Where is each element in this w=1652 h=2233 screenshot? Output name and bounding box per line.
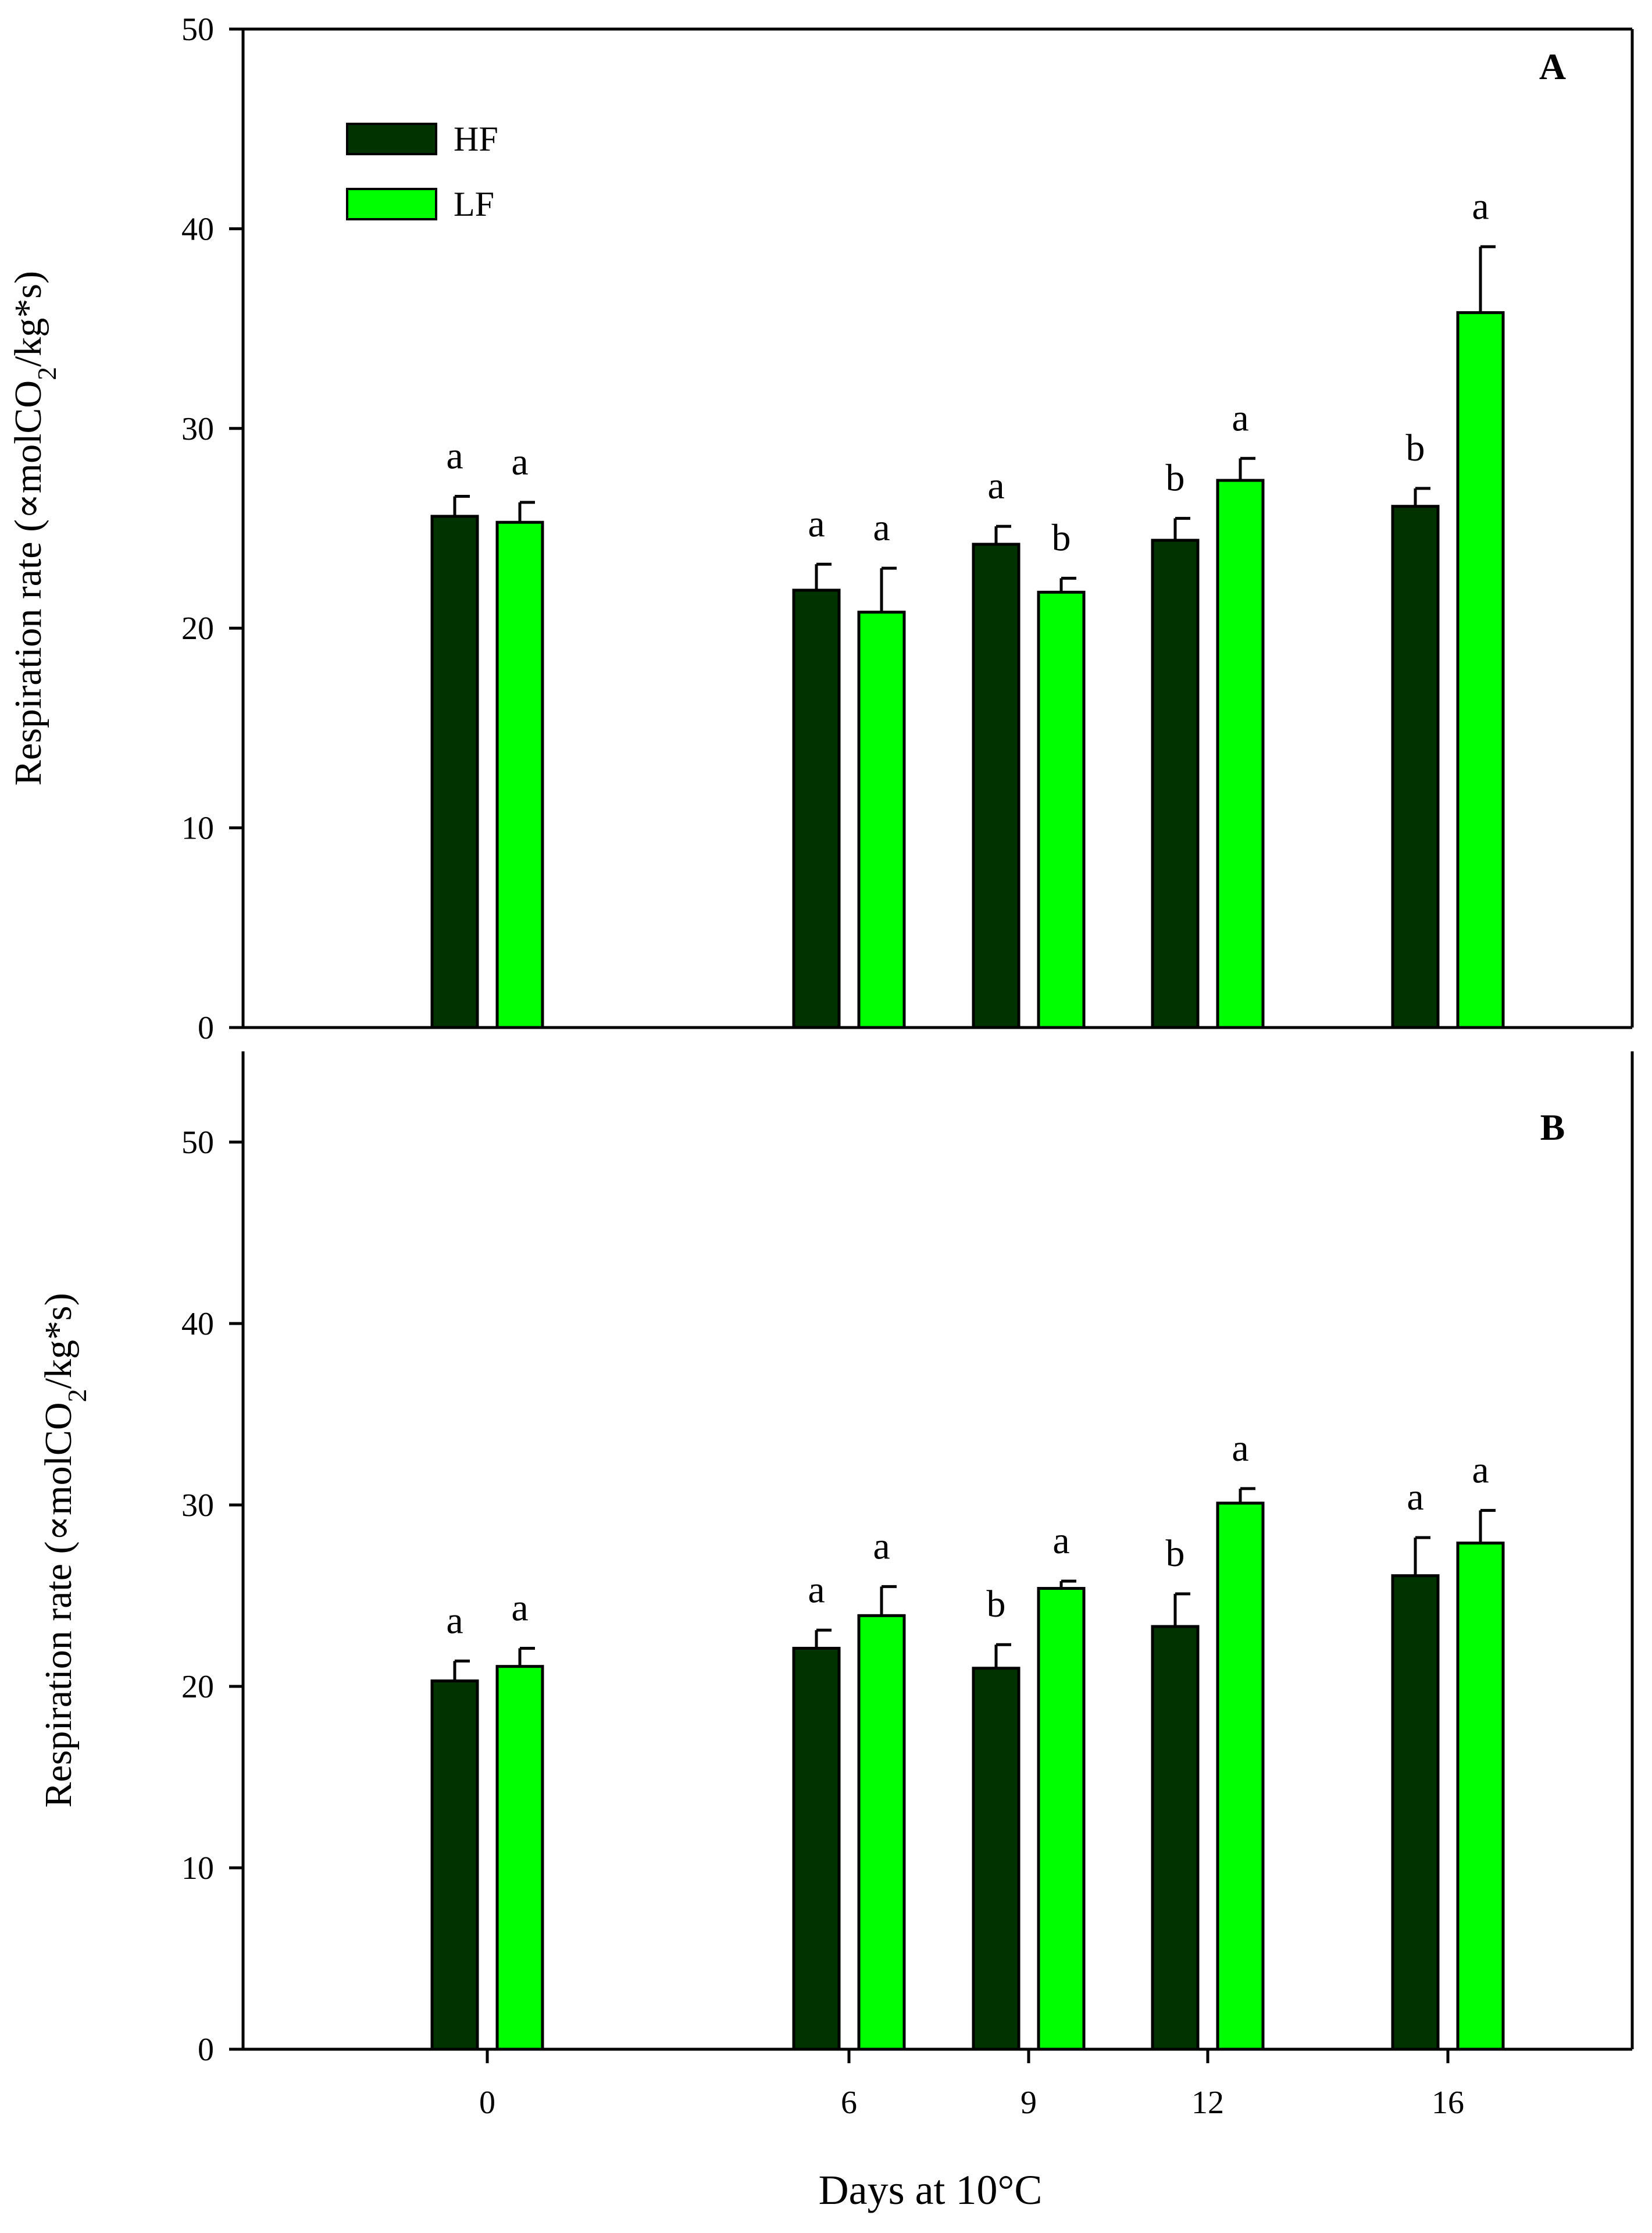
- y-tick-label: 10: [181, 811, 214, 847]
- bar-lf-16: [1456, 311, 1505, 1029]
- significance-letter: a: [1472, 1449, 1489, 1491]
- y-axis-label-main: Respiration rate (∝molCO: [37, 1402, 80, 1807]
- panel-a: 0 10 20 30 40 50 Respiration rate (∝molCO2/kg*…: [7, 12, 1634, 1046]
- y-axis-label-subscript: 2: [32, 367, 62, 380]
- significance-letter: a: [446, 435, 463, 477]
- bar-hf-16: [1391, 1574, 1440, 2051]
- y-tick-label: 40: [181, 211, 214, 247]
- bar-hf-0: [430, 1679, 479, 2051]
- y-axis-label: Respiration rate (∝molCO2/kg*s): [7, 271, 62, 786]
- legend-swatch-hf: [346, 123, 437, 155]
- x-tick-label: 16: [1432, 2085, 1464, 2121]
- panel-label: A: [1539, 46, 1566, 87]
- bar-lf-12: [1216, 479, 1265, 1029]
- significance-letter: b: [1406, 427, 1425, 469]
- y-tick-label: 0: [198, 2032, 214, 2068]
- legend-label-hf: HF: [454, 120, 498, 158]
- y-axis-label-end: /kg*s): [7, 271, 49, 367]
- x-axis-label: Days at 10°C: [819, 2167, 1043, 2213]
- bar-lf-9: [1037, 1587, 1086, 2051]
- panel-label: B: [1540, 1107, 1565, 1148]
- y-tick-label: 50: [181, 1125, 214, 1161]
- x-tick-label: 9: [1021, 2085, 1037, 2121]
- legend-swatch-lf: [346, 188, 437, 220]
- significance-letter: a: [1407, 1476, 1423, 1518]
- y-tick-label: 40: [181, 1306, 214, 1342]
- bar-hf-12: [1151, 1625, 1200, 2051]
- significance-letter: b: [1166, 456, 1185, 499]
- significance-letter: a: [1472, 185, 1489, 227]
- bar-lf-12: [1216, 1501, 1265, 2051]
- significance-letter: a: [1232, 1427, 1248, 1469]
- significance-letter: a: [511, 441, 528, 483]
- significance-letter: a: [987, 465, 1004, 507]
- y-tick-label: 20: [181, 611, 214, 647]
- significance-letter: b: [1052, 516, 1071, 559]
- bar-hf-9: [972, 543, 1021, 1029]
- significance-letter: a: [511, 1586, 528, 1629]
- legend-label-lf: LF: [454, 185, 494, 223]
- bar-lf-6: [857, 611, 906, 1029]
- significance-letter: a: [1052, 1519, 1069, 1562]
- bar-hf-12: [1151, 538, 1200, 1029]
- bar-hf-0: [430, 515, 479, 1029]
- bar-lf-6: [857, 1614, 906, 2051]
- x-tick-label: 12: [1191, 2085, 1224, 2121]
- bar-lf-9: [1037, 590, 1086, 1029]
- significance-letter: a: [446, 1599, 463, 1642]
- y-axis-label-main: Respiration rate (∝molCO: [7, 380, 49, 786]
- significance-letter: b: [1166, 1532, 1185, 1575]
- y-axis-label: Respiration rate (∝molCO2/kg*s): [37, 1293, 92, 1807]
- bar-lf-0: [495, 1665, 544, 2051]
- significance-letter: a: [1232, 397, 1248, 439]
- y-axis-label-subscript: 2: [62, 1389, 92, 1402]
- y-tick-label: 30: [181, 1488, 214, 1524]
- significance-letter: a: [808, 1568, 825, 1611]
- significance-letter: a: [873, 506, 890, 549]
- bar-hf-6: [792, 588, 841, 1029]
- bar-lf-16: [1456, 1542, 1505, 2051]
- significance-letter: b: [987, 1583, 1006, 1625]
- y-tick-label: 50: [181, 12, 214, 48]
- bar-lf-0: [495, 520, 544, 1029]
- y-tick-label: 20: [181, 1669, 214, 1705]
- y-tick-label: 30: [181, 411, 214, 447]
- y-tick-label: 10: [181, 1850, 214, 1886]
- y-axis-label-end: /kg*s): [37, 1293, 80, 1389]
- y-tick-label: 0: [198, 1010, 214, 1046]
- significance-letter: a: [873, 1525, 890, 1567]
- bar-hf-16: [1391, 505, 1440, 1029]
- bar-hf-6: [792, 1646, 841, 2051]
- significance-letter: a: [808, 502, 825, 545]
- x-tick-label: 0: [479, 2085, 495, 2121]
- bar-hf-9: [972, 1667, 1021, 2051]
- x-tick-label: 6: [841, 2085, 857, 2121]
